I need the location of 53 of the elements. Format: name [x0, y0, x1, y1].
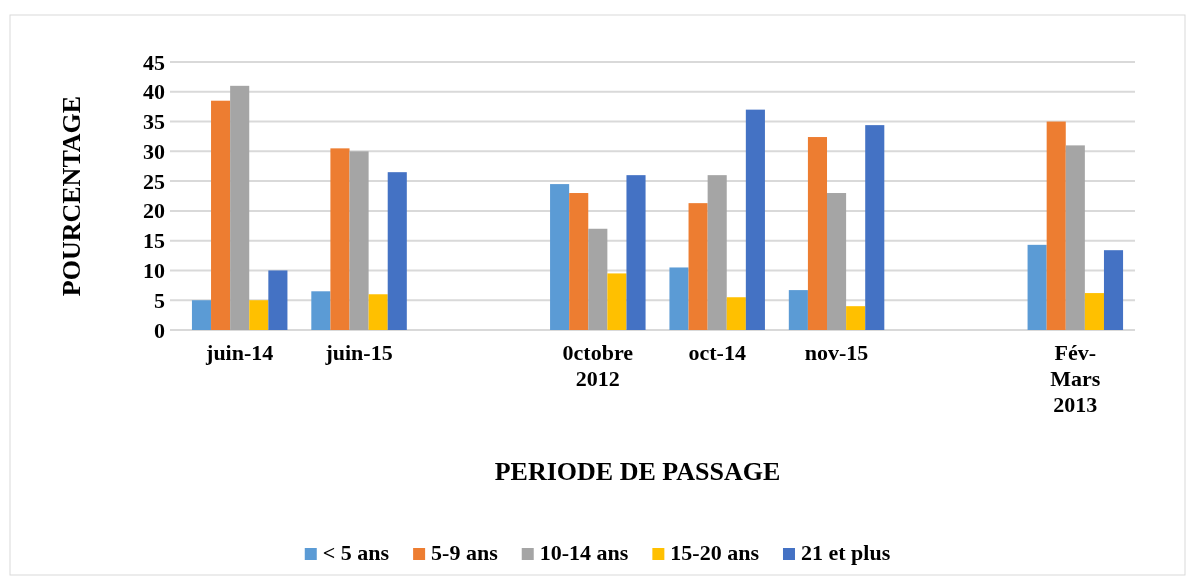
- bar: [330, 148, 350, 330]
- x-tick-label: juin-14: [205, 340, 274, 365]
- x-tick-label: nov-15: [804, 340, 869, 365]
- bar: [669, 267, 689, 330]
- bar: [827, 193, 847, 330]
- bar: [707, 175, 727, 330]
- y-axis-title: POURCENTAGE: [57, 95, 86, 297]
- bar: [387, 172, 407, 330]
- bar: [249, 300, 269, 330]
- bar: [368, 294, 388, 330]
- bar: [1046, 121, 1066, 330]
- legend-label: 5-9 ans: [431, 540, 499, 565]
- y-tick-label: 20: [143, 198, 165, 224]
- y-tick-label: 15: [143, 228, 165, 254]
- bar: [846, 306, 866, 330]
- y-tick-label: 25: [143, 168, 165, 194]
- legend-label: 21 et plus: [800, 540, 891, 565]
- bar: [268, 270, 288, 330]
- x-axis-title: PERIODE DE PASSAGE: [494, 457, 781, 486]
- y-tick-label: 0: [154, 317, 165, 343]
- bar: [1103, 250, 1124, 330]
- bar: [569, 193, 589, 330]
- bar: [788, 290, 808, 330]
- bar: [550, 184, 570, 330]
- y-tick-label: 5: [154, 287, 165, 313]
- y-tick-label: 10: [143, 257, 165, 283]
- legend-label: 10-14 ans: [539, 540, 629, 565]
- bar: [349, 151, 369, 330]
- y-tick-label: 40: [143, 79, 165, 105]
- bar: [1084, 293, 1104, 330]
- x-tick-label: 0ctobre 2012: [562, 340, 634, 391]
- y-tick-label: 45: [143, 49, 165, 75]
- legend-label: 15-20 ans: [670, 540, 760, 565]
- bar: [626, 175, 646, 330]
- y-tick-label: 35: [143, 109, 165, 135]
- x-tick-label: juin-15: [324, 340, 393, 365]
- bar: [688, 203, 708, 330]
- bar: [311, 291, 331, 330]
- bar: [807, 137, 828, 330]
- bar: [726, 297, 746, 330]
- bar: [1065, 145, 1085, 330]
- bar: [230, 85, 250, 330]
- bar: [865, 125, 885, 330]
- bar: [1027, 244, 1047, 330]
- bar: [588, 228, 608, 330]
- bar: [211, 100, 231, 330]
- bar: [745, 109, 765, 330]
- bar: [191, 300, 212, 330]
- legend-label: < 5 ans: [322, 540, 390, 565]
- x-tick-label: oct-14: [688, 340, 746, 365]
- x-tick-label: Fév-Mars 2013: [1050, 340, 1101, 417]
- y-tick-label: 30: [143, 138, 165, 164]
- bar: [607, 273, 627, 330]
